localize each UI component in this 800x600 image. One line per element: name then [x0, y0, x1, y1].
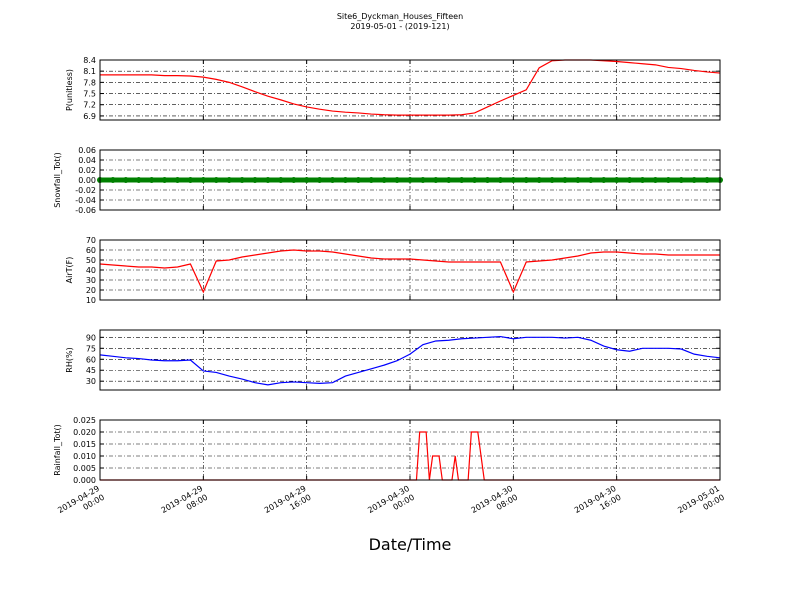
y-tick-label: 8.1 — [83, 67, 96, 76]
y-tick-label: 7.5 — [83, 90, 96, 99]
data-point — [652, 177, 659, 183]
data-point — [213, 177, 220, 183]
data-point — [342, 177, 349, 183]
y-tick-label: 30 — [86, 276, 96, 285]
data-point — [200, 177, 207, 183]
y-tick-label: 0.04 — [78, 156, 96, 165]
data-point — [226, 177, 233, 183]
data-point — [497, 177, 504, 183]
data-point — [549, 177, 556, 183]
y-tick-label: 0.06 — [78, 146, 96, 155]
data-point — [639, 177, 646, 183]
data-point — [484, 177, 491, 183]
data-point — [174, 177, 181, 183]
data-point — [471, 177, 478, 183]
data-point — [355, 177, 362, 183]
data-point — [303, 177, 310, 183]
y-tick-label: 6.9 — [83, 112, 96, 121]
data-point — [704, 177, 711, 183]
data-point — [587, 177, 594, 183]
y-tick-label: 50 — [86, 256, 96, 265]
data-point — [316, 177, 323, 183]
y-tick-label: 0.02 — [78, 166, 96, 175]
data-point — [135, 177, 142, 183]
y-tick-label: 0.025 — [73, 416, 96, 425]
data-point — [381, 177, 388, 183]
y-tick-label: 7.2 — [83, 101, 96, 110]
data-line — [100, 59, 721, 116]
data-line — [99, 335, 721, 386]
y-tick-label: 45 — [86, 366, 96, 375]
data-point — [523, 177, 530, 183]
data-point — [407, 177, 413, 183]
data-point — [252, 177, 258, 183]
y-axis-label: Snowfall_Tot() — [53, 152, 62, 208]
data-point — [665, 177, 672, 183]
x-axis-label: Date/Time — [369, 535, 452, 554]
y-tick-label: 30 — [86, 377, 96, 386]
y-tick-label: 0.010 — [73, 452, 96, 461]
y-tick-label: 10 — [86, 296, 96, 305]
y-axis-label: P(unitless) — [65, 69, 74, 111]
plot-frame — [99, 59, 721, 121]
plot-frame — [99, 329, 721, 391]
data-point — [458, 177, 465, 183]
data-point — [329, 177, 336, 183]
data-point — [148, 177, 155, 183]
y-tick-label: 8.4 — [83, 56, 96, 65]
data-point — [290, 177, 297, 183]
data-point — [161, 177, 168, 183]
y-axis-label: Rainfall_Tot() — [53, 424, 62, 476]
data-point — [536, 177, 543, 183]
y-tick-label: 0.00 — [78, 176, 96, 185]
data-point — [445, 177, 452, 183]
y-tick-label: 7.8 — [83, 78, 96, 87]
data-point — [613, 177, 620, 183]
data-point — [562, 177, 568, 183]
figure-subtitle: 2019-05-01 - (2019-121) — [350, 22, 449, 31]
plot-frame — [99, 149, 721, 211]
data-point — [394, 177, 401, 183]
data-point — [600, 177, 607, 183]
y-tick-label: 0.015 — [73, 440, 96, 449]
data-point — [277, 177, 284, 183]
y-tick-label: 75 — [86, 344, 96, 353]
y-tick-label: 70 — [86, 236, 96, 245]
data-point — [122, 177, 129, 183]
data-point — [109, 177, 116, 183]
data-point — [626, 177, 633, 183]
y-tick-label: -0.06 — [75, 206, 96, 215]
data-point — [691, 177, 698, 183]
data-point — [368, 177, 375, 183]
y-tick-label: -0.02 — [75, 186, 96, 195]
y-tick-label: 0.020 — [73, 428, 96, 437]
data-point — [510, 177, 517, 183]
figure-title: Site6_Dyckman_Houses_Fifteen — [337, 12, 463, 21]
y-tick-label: 0.000 — [73, 476, 96, 485]
data-point — [432, 177, 439, 183]
y-tick-label: 90 — [86, 333, 96, 342]
y-tick-label: 60 — [86, 246, 96, 255]
data-point — [264, 177, 271, 183]
plot-frame — [99, 419, 721, 481]
data-point — [187, 177, 194, 183]
data-line — [99, 249, 720, 294]
data-point — [239, 177, 246, 183]
data-point — [678, 177, 685, 183]
y-axis-label: RH(%) — [65, 347, 74, 372]
y-tick-label: 40 — [86, 266, 96, 275]
y-tick-label: -0.04 — [75, 196, 96, 205]
y-axis-label: AirT(F) — [65, 257, 74, 284]
y-tick-label: 60 — [86, 355, 96, 364]
y-tick-label: 0.005 — [73, 464, 96, 473]
data-point — [574, 177, 581, 183]
data-point — [419, 177, 426, 183]
plot-frame — [99, 239, 721, 301]
y-tick-label: 20 — [86, 286, 96, 295]
